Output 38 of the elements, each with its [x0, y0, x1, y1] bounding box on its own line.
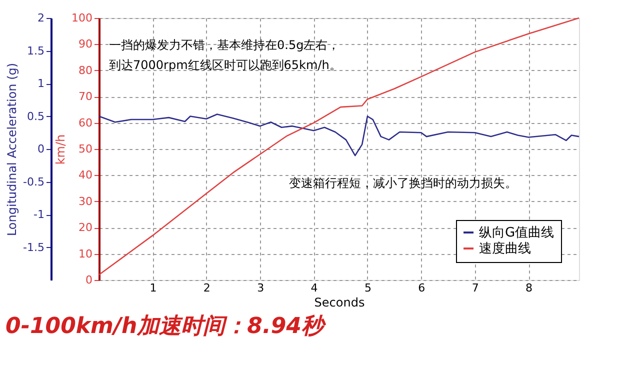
y-tick-label: 70 — [78, 90, 92, 104]
x-tick-label: 2 — [203, 282, 210, 294]
y-tick-label: 30 — [78, 194, 92, 208]
annotation: 变速箱行程短，减小了换挡时的动力损失。 — [289, 176, 517, 190]
line-series — [98, 114, 580, 156]
annotation: 一挡的爆发力不错，基本维持在0.5g左右， — [109, 38, 340, 52]
y-tick-label: 0 — [86, 274, 92, 286]
y2-tick-label: -0.5 — [23, 175, 44, 188]
x-tick-label: 4 — [310, 282, 318, 294]
legend-label: 纵向G值曲线 — [479, 226, 554, 240]
y2-tick-label: 1.5 — [27, 44, 44, 58]
y2-tick-label: 1 — [38, 77, 44, 90]
y-tick-label: 80 — [78, 64, 92, 77]
text: 0-100km/h加速时间：8.94秒 — [6, 314, 326, 339]
y2-tick-label: -1.5 — [23, 240, 44, 254]
y-tick-label: 10 — [78, 247, 92, 260]
x-axis-title: Seconds — [314, 296, 365, 310]
y-tick-label: 100 — [72, 12, 92, 24]
x-tick-label: 3 — [257, 282, 264, 294]
x-tick-label: 5 — [364, 282, 372, 294]
y-tick-label: 40 — [78, 168, 92, 182]
y2-tick-label: 2 — [38, 12, 44, 24]
y2-tick-label: 0 — [38, 142, 44, 156]
y-tick-label: 60 — [78, 116, 92, 130]
y2-axis-title: Longitudinal Acceleration (g) — [5, 62, 20, 236]
annotation: 到达7000rpm红线区时可以跑到65km/h。 — [109, 58, 342, 72]
y2-tick-label: -1 — [34, 208, 44, 221]
x-tick-label: 1 — [150, 282, 157, 294]
y-tick-label: 90 — [78, 38, 92, 51]
y2-tick-label: 0.5 — [27, 110, 44, 123]
legend-label: 速度曲线 — [479, 240, 531, 256]
y-tick-label: 20 — [78, 221, 92, 234]
y-tick-label: 50 — [78, 142, 92, 156]
y-axis-title: km/h — [54, 134, 68, 165]
x-tick-label: 6 — [418, 282, 426, 294]
line-series — [98, 17, 580, 276]
x-tick-label: 7 — [472, 282, 479, 294]
x-tick-label: 8 — [526, 282, 533, 294]
